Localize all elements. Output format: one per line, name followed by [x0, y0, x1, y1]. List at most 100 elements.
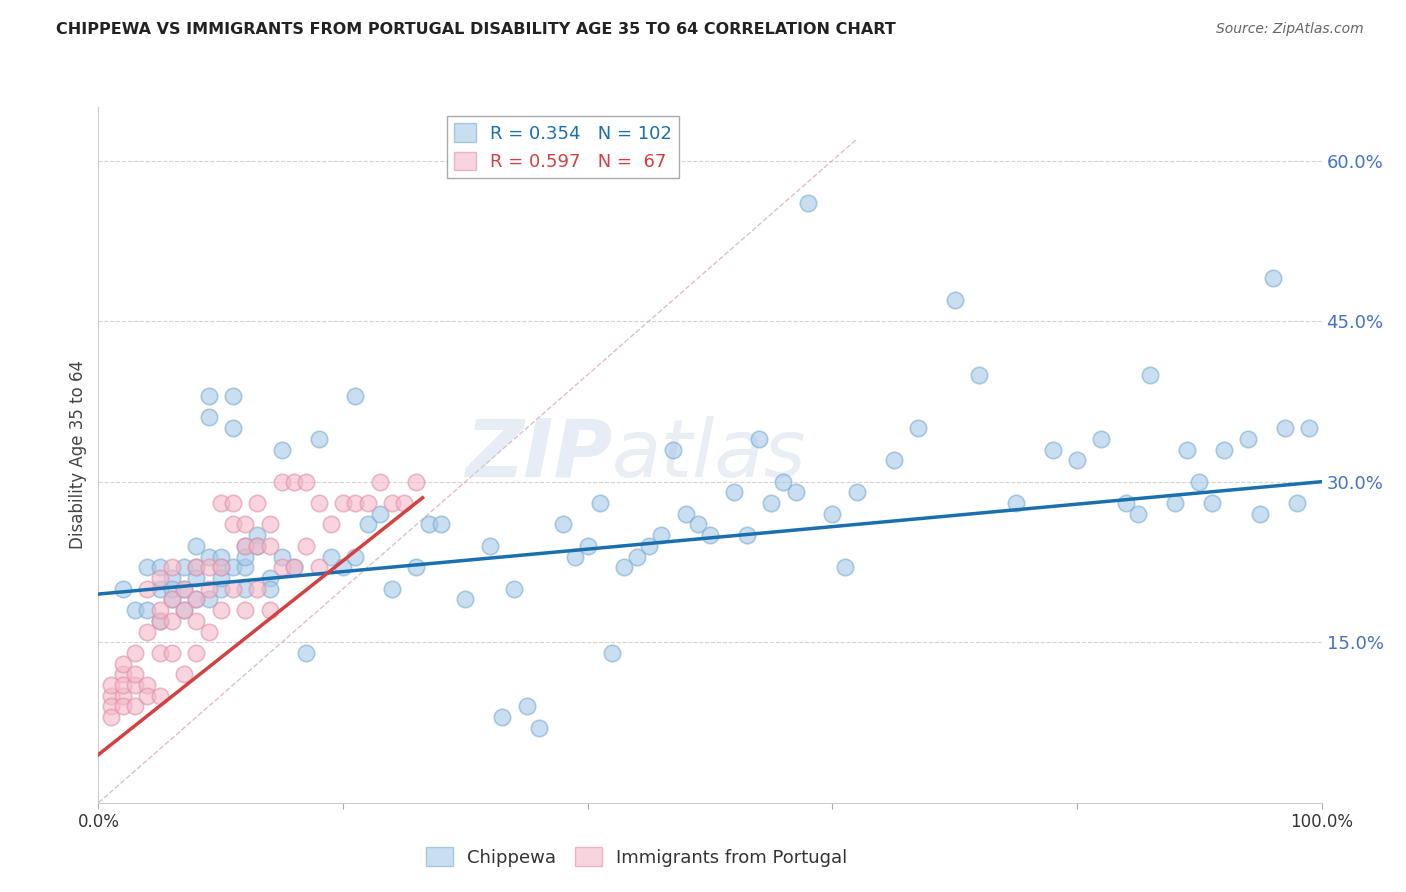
- Point: [149, 614, 172, 628]
- Point: [332, 560, 354, 574]
- Point: [173, 603, 195, 617]
- Point: [197, 582, 219, 596]
- Point: [491, 710, 513, 724]
- Point: [111, 667, 134, 681]
- Point: [233, 603, 256, 617]
- Point: [527, 721, 550, 735]
- Point: [149, 571, 172, 585]
- Point: [149, 603, 172, 617]
- Point: [1164, 496, 1187, 510]
- Y-axis label: Disability Age 35 to 64: Disability Age 35 to 64: [69, 360, 87, 549]
- Point: [186, 614, 208, 628]
- Point: [173, 667, 195, 681]
- Point: [748, 432, 770, 446]
- Point: [845, 485, 868, 500]
- Point: [209, 571, 232, 585]
- Point: [100, 710, 122, 724]
- Point: [136, 624, 159, 639]
- Point: [160, 614, 183, 628]
- Point: [564, 549, 586, 564]
- Point: [209, 496, 232, 510]
- Point: [772, 475, 794, 489]
- Point: [160, 592, 183, 607]
- Point: [308, 560, 330, 574]
- Point: [246, 539, 269, 553]
- Point: [222, 421, 245, 435]
- Point: [124, 603, 146, 617]
- Point: [173, 560, 195, 574]
- Point: [160, 592, 183, 607]
- Point: [295, 475, 318, 489]
- Point: [637, 539, 661, 553]
- Point: [186, 571, 208, 585]
- Point: [270, 560, 294, 574]
- Point: [100, 678, 122, 692]
- Point: [1066, 453, 1088, 467]
- Point: [381, 582, 404, 596]
- Legend: Chippewa, Immigrants from Portugal: Chippewa, Immigrants from Portugal: [419, 840, 855, 874]
- Point: [723, 485, 745, 500]
- Point: [907, 421, 929, 435]
- Point: [124, 699, 146, 714]
- Point: [197, 549, 219, 564]
- Point: [149, 582, 172, 596]
- Point: [111, 678, 134, 692]
- Point: [186, 592, 208, 607]
- Point: [735, 528, 758, 542]
- Point: [160, 560, 183, 574]
- Point: [270, 442, 294, 457]
- Point: [1261, 271, 1284, 285]
- Point: [1286, 496, 1309, 510]
- Point: [209, 603, 232, 617]
- Point: [246, 582, 269, 596]
- Text: Source: ZipAtlas.com: Source: ZipAtlas.com: [1216, 22, 1364, 37]
- Point: [834, 560, 856, 574]
- Point: [173, 582, 195, 596]
- Point: [761, 496, 783, 510]
- Point: [381, 496, 404, 510]
- Point: [111, 689, 134, 703]
- Point: [233, 549, 256, 564]
- Point: [186, 539, 208, 553]
- Point: [186, 592, 208, 607]
- Point: [1249, 507, 1271, 521]
- Point: [405, 475, 427, 489]
- Point: [1237, 432, 1260, 446]
- Point: [233, 539, 256, 553]
- Point: [259, 603, 281, 617]
- Point: [785, 485, 807, 500]
- Point: [626, 549, 648, 564]
- Point: [136, 603, 159, 617]
- Point: [613, 560, 636, 574]
- Point: [883, 453, 905, 467]
- Point: [662, 442, 685, 457]
- Point: [197, 560, 219, 574]
- Point: [233, 517, 256, 532]
- Point: [160, 646, 183, 660]
- Point: [259, 539, 281, 553]
- Point: [319, 549, 342, 564]
- Point: [356, 517, 378, 532]
- Point: [600, 646, 623, 660]
- Point: [797, 196, 820, 211]
- Point: [233, 582, 256, 596]
- Point: [149, 614, 172, 628]
- Point: [589, 496, 612, 510]
- Point: [1115, 496, 1137, 510]
- Point: [186, 646, 208, 660]
- Point: [222, 582, 245, 596]
- Point: [136, 689, 159, 703]
- Point: [308, 496, 330, 510]
- Point: [136, 582, 159, 596]
- Point: [405, 560, 427, 574]
- Text: CHIPPEWA VS IMMIGRANTS FROM PORTUGAL DISABILITY AGE 35 TO 64 CORRELATION CHART: CHIPPEWA VS IMMIGRANTS FROM PORTUGAL DIS…: [56, 22, 896, 37]
- Point: [124, 646, 146, 660]
- Point: [111, 657, 134, 671]
- Point: [967, 368, 990, 382]
- Point: [344, 389, 367, 403]
- Point: [222, 496, 245, 510]
- Point: [209, 560, 232, 574]
- Point: [699, 528, 721, 542]
- Point: [295, 539, 318, 553]
- Point: [821, 507, 844, 521]
